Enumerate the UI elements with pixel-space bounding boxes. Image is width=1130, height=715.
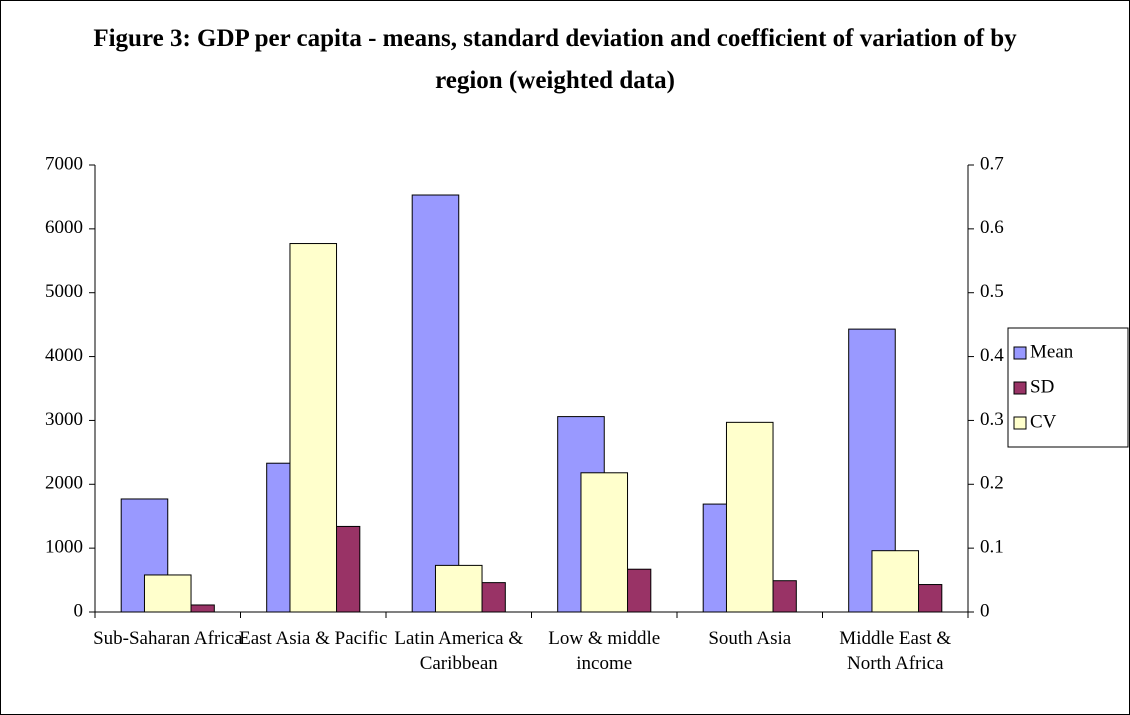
y2-tick-label: 0.7 <box>980 153 1004 174</box>
y2-tick-label: 0.6 <box>980 217 1004 238</box>
y2-tick-label: 0.5 <box>980 281 1004 302</box>
y2-tick-label: 0.4 <box>980 345 1004 366</box>
y2-tick-label: 0.2 <box>980 473 1004 494</box>
y-tick-label: 4000 <box>45 345 83 366</box>
y2-tick-label: 0.1 <box>980 537 1004 558</box>
y2-tick-label: 0 <box>980 600 990 621</box>
legend-label: Mean <box>1030 341 1074 362</box>
y-tick-label: 0 <box>74 600 84 621</box>
y2-tick-label: 0.3 <box>980 409 1004 430</box>
bar <box>434 564 483 613</box>
y-tick-label: 1000 <box>45 537 83 558</box>
legend-label: CV <box>1030 411 1057 432</box>
legend-box <box>1007 327 1129 448</box>
bar <box>289 243 338 613</box>
y-tick-label: 5000 <box>45 281 83 302</box>
y-tick-label: 6000 <box>45 217 83 238</box>
bar <box>580 472 629 613</box>
x-tick-label: Middle East & North Africa <box>839 628 952 674</box>
x-tick-label: Sub-Saharan Africa <box>93 628 243 649</box>
legend-label: SD <box>1030 376 1054 397</box>
y-tick-label: 3000 <box>45 409 83 430</box>
bar <box>143 574 192 613</box>
bar <box>871 550 920 613</box>
bar <box>411 194 460 613</box>
legend-swatch <box>1013 416 1027 430</box>
legend-swatch <box>1013 346 1027 360</box>
x-tick-label: South Asia <box>708 628 792 649</box>
legend-swatch <box>1013 381 1027 395</box>
y-tick-label: 7000 <box>45 153 83 174</box>
chart-title: Figure 3: GDP per capita - means, standa… <box>93 25 1017 94</box>
x-tick-label: East Asia & Pacific <box>239 628 388 649</box>
x-tick-label: Low & middle income <box>548 628 661 674</box>
y-tick-label: 2000 <box>45 473 83 494</box>
bar <box>725 421 774 613</box>
x-tick-label: Latin America & Caribbean <box>394 628 524 674</box>
